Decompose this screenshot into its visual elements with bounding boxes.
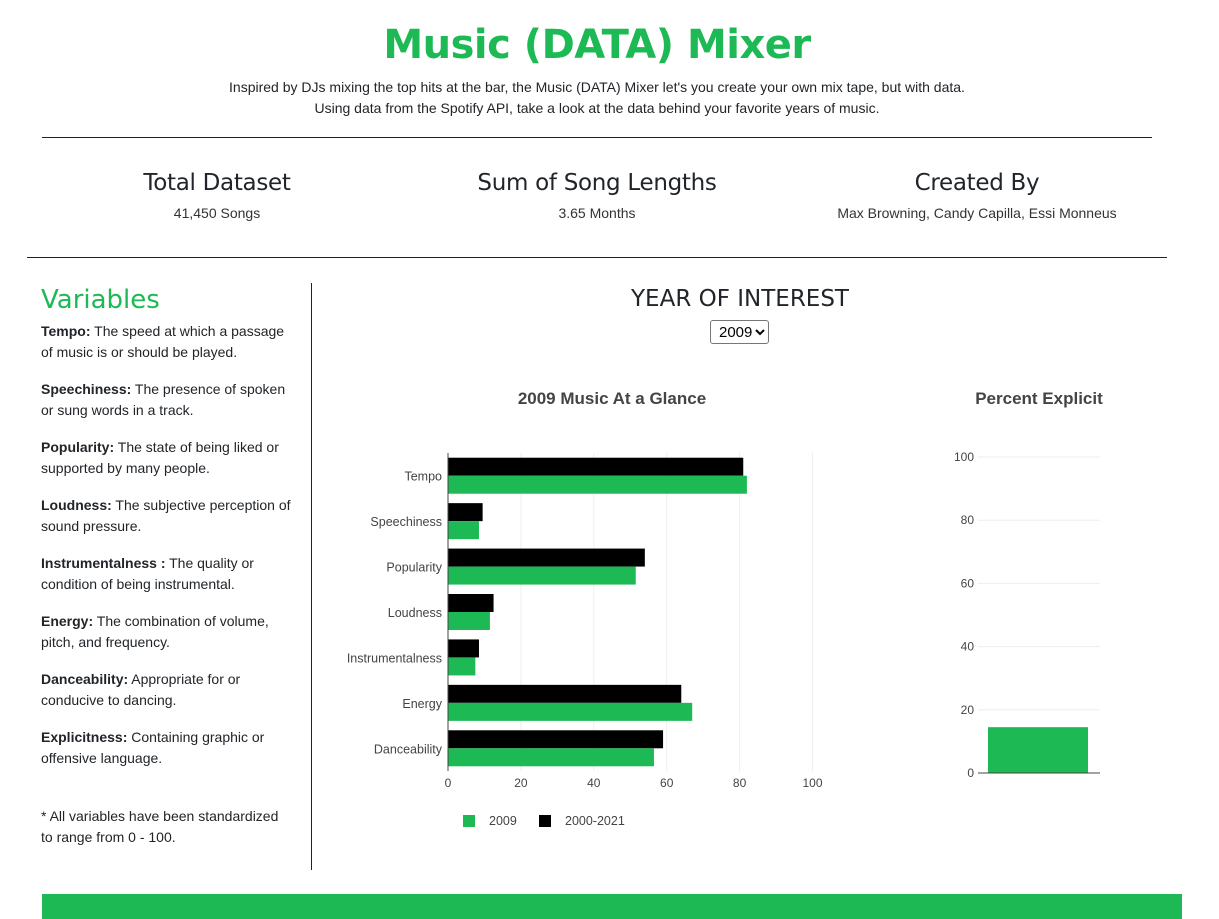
variables-panel: Variables Tempo: The speed at which a pa…	[41, 285, 293, 848]
variable-term: Tempo:	[41, 323, 91, 339]
y-tick-label: Instrumentalness	[347, 651, 442, 665]
variable-explicitness: Explicitness: Containing graphic or offe…	[41, 727, 293, 769]
year-select[interactable]: 2009	[710, 320, 769, 344]
bar-year	[448, 612, 490, 630]
music-glance-chart: 2009 Music At a Glance 0 20 40 60 80 100 Tempo S…	[347, 389, 823, 828]
variable-term: Instrumentalness :	[41, 555, 166, 571]
bar-average	[448, 457, 744, 476]
stat-title: Sum of Song Lengths	[477, 170, 717, 196]
bar-year	[448, 657, 476, 676]
x-tick-label: 0	[445, 776, 452, 790]
legend-label: 2009	[489, 814, 517, 828]
stat-created-by: Created By Max Browning, Candy Capilla, …	[787, 170, 1167, 221]
y-tick-label: Popularity	[386, 561, 442, 575]
bar-explicit	[988, 727, 1088, 773]
divider-top	[42, 137, 1152, 138]
variable-danceability: Danceability: Appropriate for or conduci…	[41, 669, 293, 711]
variable-term: Loudness:	[41, 497, 112, 513]
bar-year	[448, 521, 479, 540]
variable-term: Danceability:	[41, 671, 129, 687]
y-tick-label: 0	[967, 766, 974, 780]
bar-year	[448, 566, 636, 585]
stat-title: Created By	[914, 170, 1040, 196]
x-tick-label: 40	[587, 776, 601, 790]
variable-desc: Appropriate for or conducive to dancing.	[41, 671, 241, 708]
x-tick-label: 60	[660, 776, 674, 790]
footer-bar	[42, 894, 1182, 919]
chart-title: 2009 Music At a Glance	[518, 389, 706, 408]
stat-total-dataset: Total Dataset 41,450 Songs	[27, 170, 407, 221]
legend-swatch	[463, 815, 475, 827]
variable-instrumentalness: Instrumentalness : The quality or condit…	[41, 553, 293, 595]
variable-desc: The presence of spoken or sung words in …	[41, 381, 286, 418]
y-tick-label: Energy	[402, 697, 442, 711]
intro-line-2: Using data from the Spotify API, take a …	[314, 100, 880, 116]
page-title: Music (DATA) Mixer	[383, 22, 811, 68]
variable-loudness: Loudness: The subjective perception of s…	[41, 495, 293, 537]
x-tick-label: 100	[802, 776, 822, 790]
bar-average	[448, 503, 483, 522]
variable-desc: The combination of volume, pitch, and fr…	[41, 613, 269, 650]
y-tick-label: Loudness	[388, 606, 442, 620]
bar-average	[448, 548, 645, 567]
intro-text: Inspired by DJs mixing the top hits at t…	[0, 77, 1194, 119]
bar-average	[448, 730, 664, 749]
variable-speechiness: Speechiness: The presence of spoken or s…	[41, 379, 293, 421]
y-tick-label: Speechiness	[370, 515, 442, 529]
stat-title: Total Dataset	[143, 170, 291, 196]
y-tick-label: 80	[961, 513, 975, 527]
variables-note: * All variables have been standardized t…	[41, 808, 279, 845]
y-tick-label: 60	[961, 576, 975, 590]
divider-middle	[27, 257, 1167, 258]
variable-term: Popularity:	[41, 439, 115, 455]
legend-label: 2000-2021	[565, 814, 625, 828]
stat-value: Max Browning, Candy Capilla, Essi Monneu…	[837, 205, 1117, 221]
stat-value: 3.65 Months	[558, 205, 636, 221]
bar-year	[448, 475, 747, 494]
variable-desc: The quality or condition of being instru…	[41, 555, 254, 592]
y-tick-label: 20	[961, 703, 975, 717]
stat-song-lengths: Sum of Song Lengths 3.65 Months	[407, 170, 787, 221]
variable-term: Explicitness:	[41, 729, 128, 745]
chart-title: Percent Explicit	[975, 389, 1103, 408]
y-tick-label: Tempo	[404, 470, 442, 484]
bar-average	[448, 594, 494, 612]
variable-desc: The state of being liked or supported by…	[41, 439, 279, 476]
variables-heading: Variables	[41, 285, 160, 315]
bar-average	[448, 684, 682, 703]
variable-term: Speechiness:	[41, 381, 132, 397]
legend-swatch	[539, 815, 551, 827]
variable-popularity: Popularity: The state of being liked or …	[41, 437, 293, 479]
variable-term: Energy:	[41, 613, 94, 629]
x-tick-label: 80	[733, 776, 747, 790]
x-tick-label: 20	[514, 776, 528, 790]
year-of-interest-heading: YEAR OF INTEREST	[631, 286, 849, 312]
bar-year	[448, 702, 693, 721]
variable-tempo: Tempo: The speed at which a passage of m…	[41, 321, 293, 363]
variable-energy: Energy: The combination of volume, pitch…	[41, 611, 293, 653]
intro-line-1: Inspired by DJs mixing the top hits at t…	[229, 79, 965, 95]
bar-average	[448, 639, 479, 658]
y-tick-label: 40	[961, 640, 975, 654]
percent-explicit-chart: Percent Explicit 0 20 40 60 80 100	[954, 389, 1103, 780]
variable-desc: The subjective perception of sound press…	[41, 497, 291, 534]
y-tick-label: 100	[954, 450, 974, 464]
y-tick-label: Danceability	[374, 742, 443, 756]
variable-desc: Containing graphic or offensive language…	[41, 729, 265, 766]
variable-desc: The speed at which a passage of music is…	[41, 323, 285, 360]
vertical-divider	[311, 283, 312, 870]
stat-value: 41,450 Songs	[173, 205, 261, 221]
bar-year	[448, 748, 654, 767]
